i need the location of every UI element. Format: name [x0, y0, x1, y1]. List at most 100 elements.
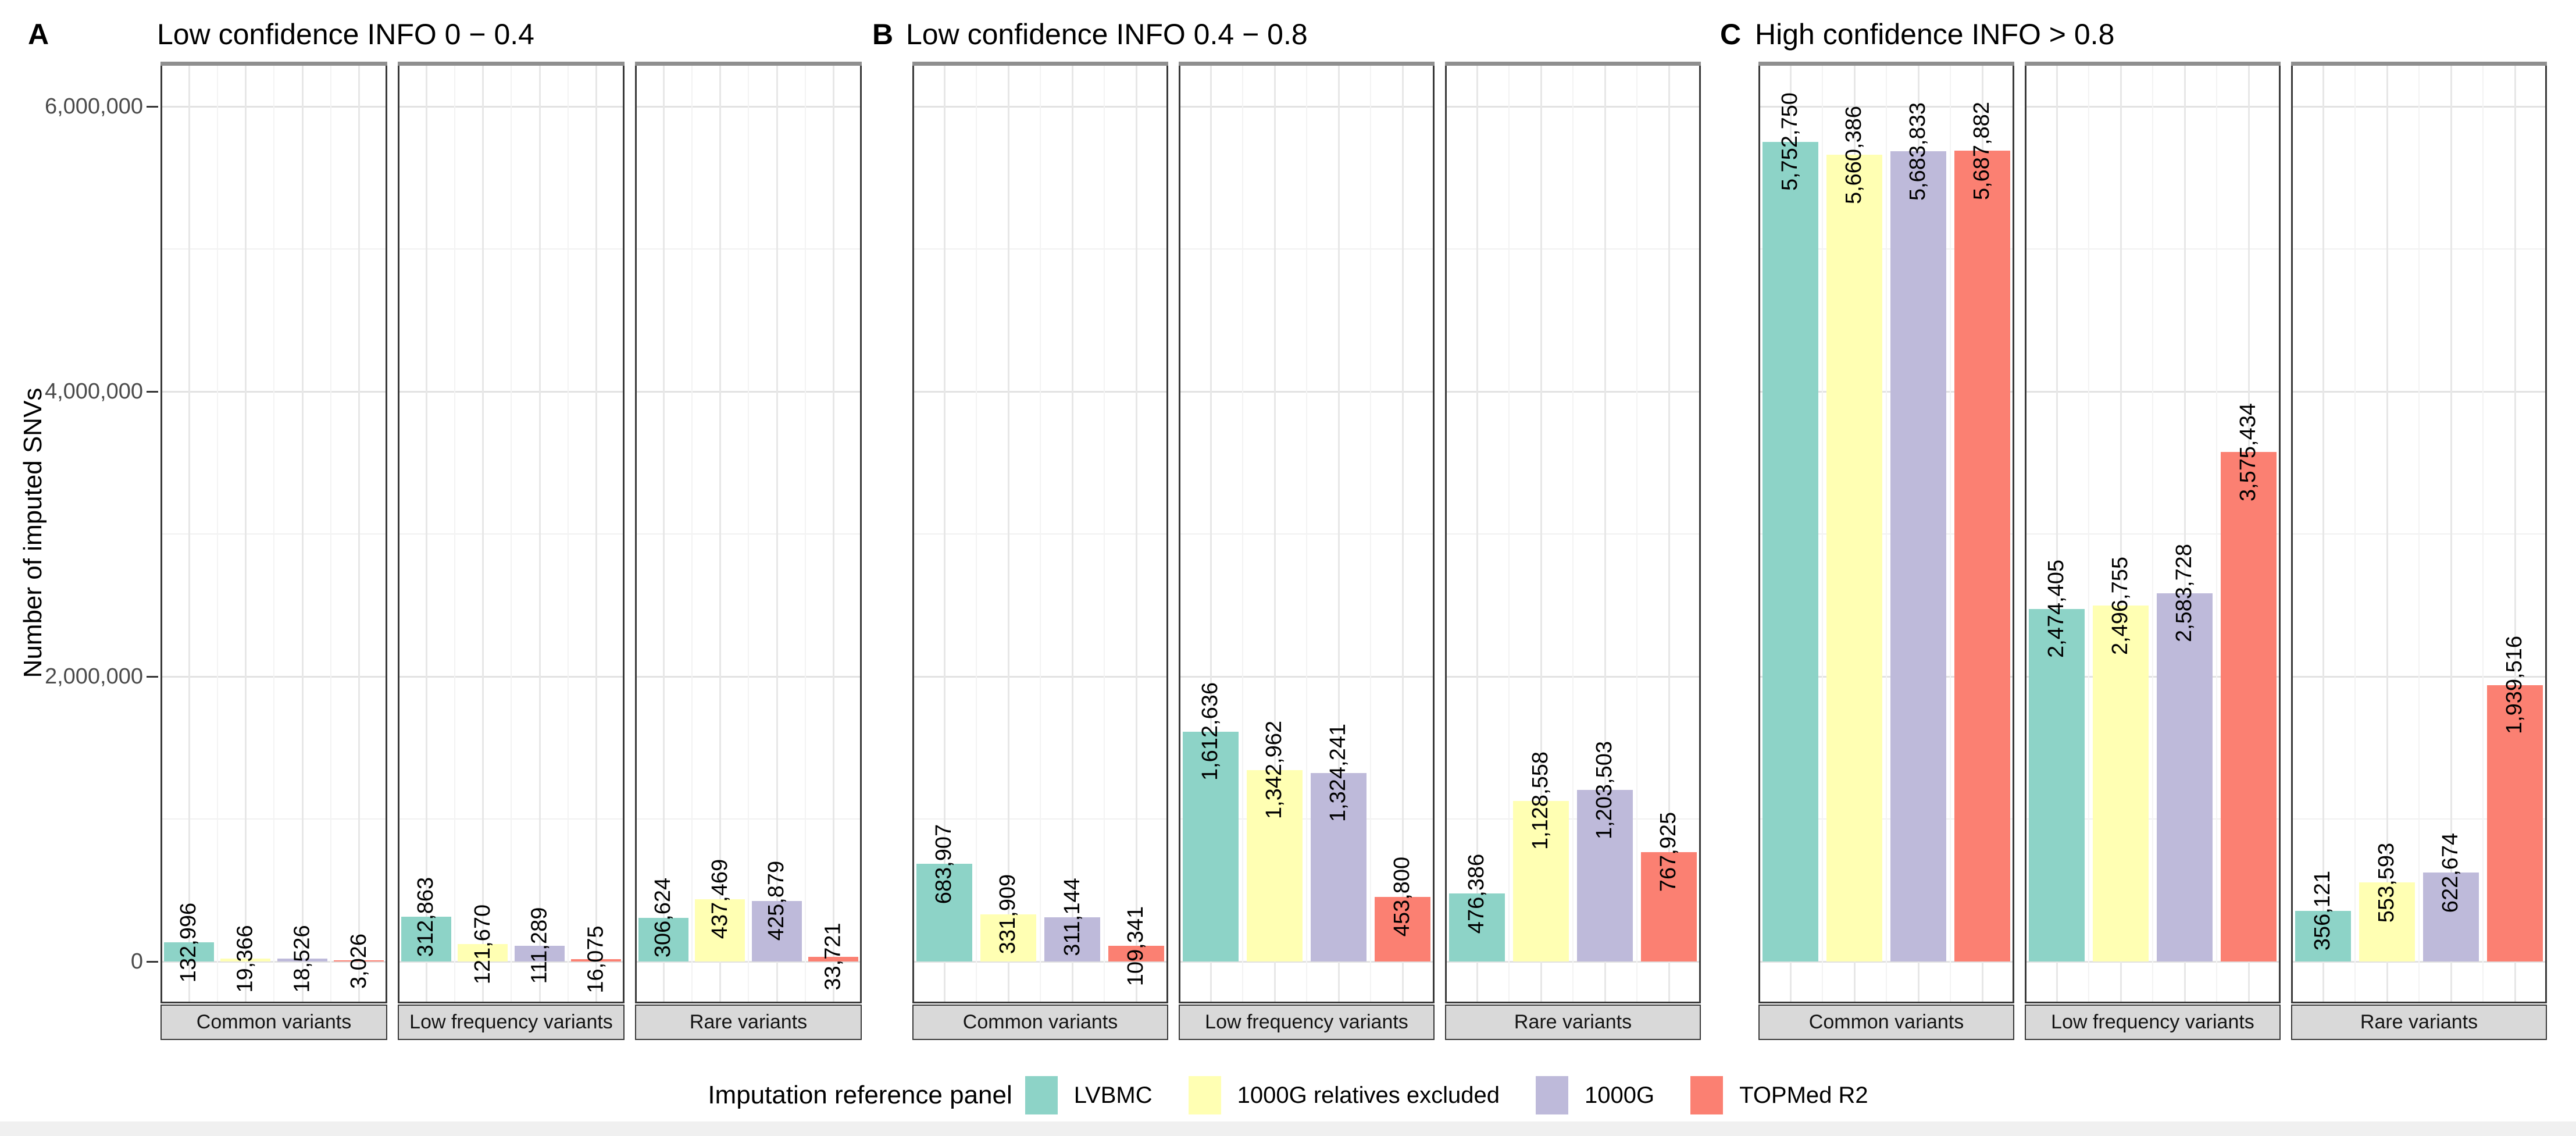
bar — [1890, 151, 1947, 961]
legend-items: LVBMC 1000G relatives excluded 1000G TOPMed… — [1012, 1076, 1868, 1114]
facet-strip-label: Low frequency variants — [398, 1005, 625, 1040]
gridline — [245, 62, 247, 1003]
gridline — [1402, 62, 1404, 1003]
facet-top-bar — [160, 62, 387, 66]
legend-item-label: TOPMed R2 — [1739, 1082, 1868, 1108]
bar — [1310, 772, 1367, 961]
legend-item-label: 1000G relatives excluded — [1237, 1082, 1500, 1108]
facet-border — [2291, 62, 2293, 1003]
bar — [1044, 917, 1101, 961]
gridline — [1306, 62, 1307, 1003]
facet-strip-label: Rare variants — [2291, 1005, 2547, 1040]
bar — [1512, 800, 1569, 961]
bar — [2028, 608, 2085, 961]
gridline — [1104, 62, 1105, 1003]
facet-border — [912, 1002, 1168, 1003]
bar — [1182, 731, 1239, 961]
bar — [1246, 770, 1303, 961]
bar — [638, 917, 688, 961]
gridline — [691, 62, 693, 1003]
gridline — [2120, 62, 2122, 1003]
gridline — [2152, 62, 2153, 1003]
gridline — [2216, 62, 2217, 1003]
gridline — [1210, 62, 1212, 1003]
facet-panel: 476,386 1,128,558 1,203,503 767,925 — [1445, 62, 1701, 1003]
legend-item: 1000G — [1536, 1076, 1654, 1114]
y-tick-label: 4,000,000 — [44, 379, 143, 404]
facet-border — [1179, 62, 1180, 1003]
y-tick-mark — [147, 676, 158, 678]
bar — [751, 900, 802, 961]
facet-border — [386, 62, 387, 1003]
gridline — [2450, 62, 2452, 1003]
gridline — [2514, 62, 2516, 1003]
facet-panel: 1,612,636 1,342,962 1,324,241 453,800 — [1179, 62, 1435, 1003]
gridline — [719, 62, 722, 1003]
gridline — [511, 62, 512, 1003]
gridline — [1604, 62, 1606, 1003]
facet-panel: 132,996 19,366 18,526 3,026 — [160, 62, 387, 1003]
facet-top-bar — [1445, 62, 1701, 66]
facet-strip-label: Low frequency variants — [1179, 1005, 1435, 1040]
facet-border — [2291, 1002, 2547, 1003]
y-tick-mark — [147, 961, 158, 963]
gridline — [833, 62, 835, 1003]
facet-border — [2025, 1002, 2281, 1003]
facet-top-bar — [2025, 62, 2281, 66]
facet-top-bar — [2291, 62, 2547, 66]
gridline — [216, 62, 218, 1003]
gridline — [1040, 62, 1041, 1003]
facet-border — [1433, 62, 1435, 1003]
facet-strip-label: Low frequency variants — [2025, 1005, 2281, 1040]
gridline — [1636, 62, 1637, 1003]
gridline — [1008, 62, 1009, 1003]
bar-value-label: 132,996 — [176, 902, 201, 983]
bar — [808, 956, 859, 961]
gridline — [1508, 62, 1510, 1003]
bar — [1108, 946, 1165, 961]
legend-item-label: 1000G — [1585, 1082, 1655, 1108]
gridline — [273, 62, 274, 1003]
gridline — [2184, 62, 2186, 1003]
gridline — [976, 62, 977, 1003]
facet-panel: 683,907 331,909 311,144 109,341 — [912, 62, 1168, 1003]
bar — [695, 899, 745, 961]
gridline — [1540, 62, 1542, 1003]
bar — [1374, 896, 1431, 961]
facet-border — [623, 62, 625, 1003]
facet-panel: 2,474,405 2,496,755 2,583,728 3,575,434 — [2025, 62, 2281, 1003]
gridline — [538, 62, 541, 1003]
facet-panel: 356,121 553,593 622,674 1,939,516 — [2291, 62, 2547, 1003]
bar — [2220, 452, 2277, 961]
facet-strip-label: Common variants — [912, 1005, 1168, 1040]
facet-strip-label: Rare variants — [1445, 1005, 1701, 1040]
bar — [1826, 155, 1883, 961]
panel-title-a: Low confidence INFO 0 − 0.4 — [157, 18, 534, 51]
gridline — [482, 62, 484, 1003]
facet-border — [912, 62, 914, 1003]
facet-border — [1445, 62, 1447, 1003]
bar — [1640, 852, 1697, 961]
bar — [458, 944, 508, 961]
gridline — [330, 62, 331, 1003]
facet-border — [398, 62, 399, 1003]
bar — [1762, 141, 1819, 961]
legend-swatch — [1025, 1076, 1058, 1114]
gridline — [567, 62, 569, 1003]
gridline — [2386, 62, 2388, 1003]
legend-item: LVBMC — [1025, 1076, 1153, 1114]
gridline — [1572, 62, 1574, 1003]
gridline — [2088, 62, 2089, 1003]
gridline — [301, 62, 304, 1003]
facet-border — [2025, 62, 2026, 1003]
legend-item: 1000G relatives excluded — [1188, 1076, 1500, 1114]
gridline — [425, 62, 427, 1003]
bar — [2295, 910, 2352, 961]
gridline — [776, 62, 778, 1003]
legend-swatch — [1188, 1076, 1221, 1114]
bar — [2092, 606, 2149, 961]
figure-bottom-strip — [0, 1121, 2576, 1136]
facet-top-bar — [912, 62, 1168, 66]
gridline — [1072, 62, 1073, 1003]
y-tick-mark — [147, 106, 158, 108]
